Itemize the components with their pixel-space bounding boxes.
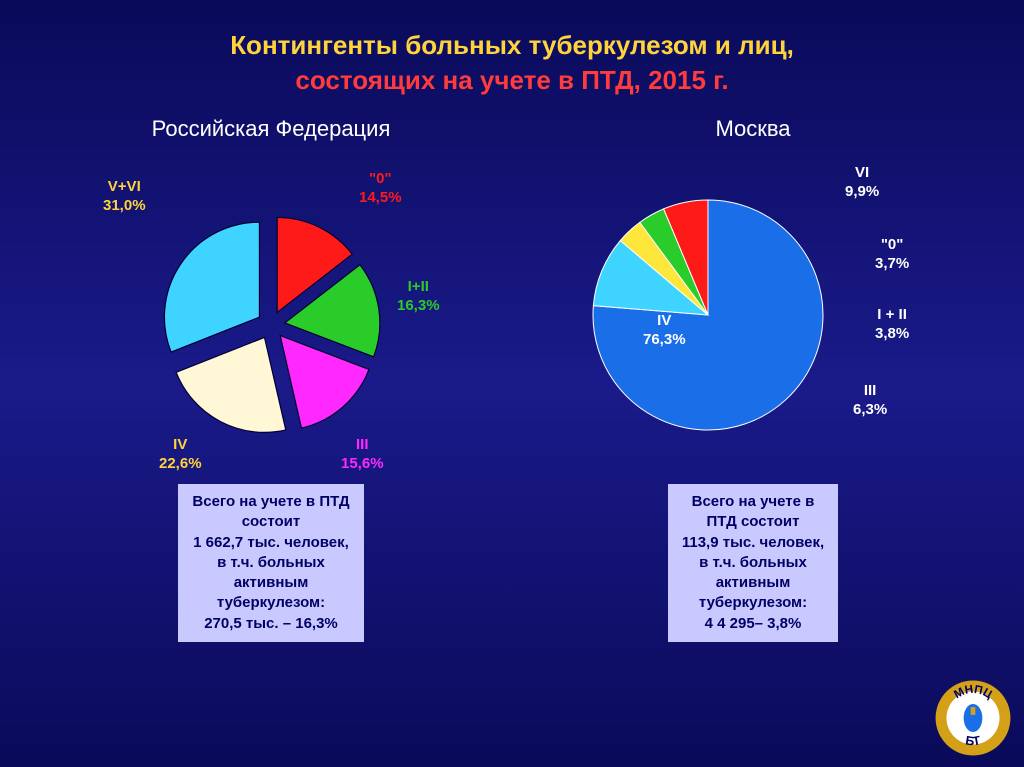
- caption-line: активным: [682, 573, 824, 593]
- right-pie-chart: [523, 150, 983, 480]
- caption-line: ПТД состоит: [682, 512, 824, 532]
- left-subtitle: Российская Федерация: [152, 116, 391, 142]
- title-line-2: состоящих на учете в ПТД, 2015 г.: [0, 63, 1024, 98]
- left-caption: Всего на учете в ПТДсостоит1 662,7 тыс. …: [178, 484, 363, 642]
- right-chart-column: Москва IV76,3% VI9,9% "0"3,7% I + II3,8% III…: [513, 116, 993, 642]
- slice-label-i_ii: I + II3,8%: [875, 306, 909, 344]
- title-line-1: Контингенты больных туберкулезом и лиц,: [0, 28, 1024, 63]
- left-pie-wrap: "0"14,5% I+II16,3% III15,6% IV22,6% V+VI31,0…: [41, 150, 501, 480]
- slice-label-i_ii: I+II16,3%: [397, 278, 440, 316]
- mnpc-bt-logo: МНПЦ БТ: [934, 679, 1012, 757]
- right-subtitle: Москва: [715, 116, 790, 142]
- caption-line: 270,5 тыс. – 16,3%: [192, 614, 349, 634]
- slice-label-zero: "0"3,7%: [875, 236, 909, 274]
- caption-line: в т.ч. больных: [682, 553, 824, 573]
- slice-label-iv: IV22,6%: [159, 436, 202, 474]
- pie-slice-iv: [176, 338, 286, 433]
- charts-row: Российская Федерация "0"14,5% I+II16,3% II…: [0, 116, 1024, 642]
- caption-line: активным: [192, 573, 349, 593]
- left-chart-column: Российская Федерация "0"14,5% I+II16,3% II…: [31, 116, 511, 642]
- slice-label-iii: III6,3%: [853, 382, 887, 420]
- caption-line: в т.ч. больных: [192, 553, 349, 573]
- slice-label-zero: "0"14,5%: [359, 170, 402, 208]
- caption-line: Всего на учете в ПТД: [192, 492, 349, 512]
- caption-line: туберкулезом:: [682, 593, 824, 613]
- slice-label-iii: III15,6%: [341, 436, 384, 474]
- caption-line: состоит: [192, 512, 349, 532]
- slice-label-v_vi: V+VI31,0%: [103, 178, 146, 216]
- caption-line: туберкулезом:: [192, 593, 349, 613]
- slice-label-iv: IV76,3%: [643, 312, 686, 350]
- pie-slice-v_vi: [164, 222, 259, 352]
- caption-line: Всего на учете в: [682, 492, 824, 512]
- caption-line: 113,9 тыс. человек,: [682, 533, 824, 553]
- slice-label-vi: VI9,9%: [845, 164, 879, 202]
- slide-title: Контингенты больных туберкулезом и лиц, …: [0, 0, 1024, 98]
- right-caption: Всего на учете вПТД состоит113,9 тыс. че…: [668, 484, 838, 642]
- caption-line: 1 662,7 тыс. человек,: [192, 533, 349, 553]
- svg-text:БТ: БТ: [964, 733, 982, 748]
- right-pie-wrap: IV76,3% VI9,9% "0"3,7% I + II3,8% III6,3%: [523, 150, 983, 480]
- caption-line: 4 4 295– 3,8%: [682, 614, 824, 634]
